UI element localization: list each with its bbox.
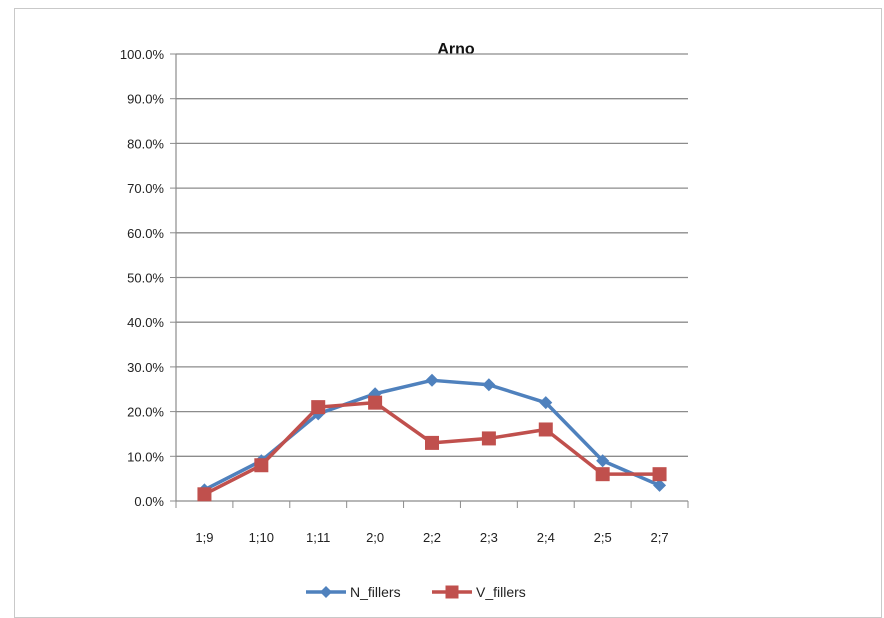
legend-item-V_fillers: V_fillers bbox=[432, 584, 526, 600]
y-tick-label: 40.0% bbox=[127, 315, 164, 330]
chart-title: Arno bbox=[437, 41, 475, 58]
series-line bbox=[203, 378, 661, 492]
y-tick-label: 10.0% bbox=[127, 449, 164, 464]
diamond-marker bbox=[539, 396, 553, 410]
y-tick-label: 20.0% bbox=[127, 405, 164, 420]
diamond-marker bbox=[320, 586, 332, 598]
x-tick-label: 2;0 bbox=[366, 530, 384, 545]
x-tick-label: 2;2 bbox=[423, 530, 441, 545]
diamond-marker bbox=[425, 373, 439, 387]
x-tick-label: 2;3 bbox=[480, 530, 498, 545]
x-tick-label: 2;4 bbox=[537, 530, 555, 545]
chart-area: Arno 0.0% 10.0% 20.0% 30.0% 40.0% 50.0% 60.0% 7… bbox=[120, 41, 689, 600]
y-tick-label: 100.0% bbox=[120, 47, 165, 62]
series-layer bbox=[197, 373, 667, 502]
x-tick-label: 2;5 bbox=[594, 530, 612, 545]
legend: N_fillers V_fillers bbox=[306, 584, 526, 600]
y-tick-label: 0.0% bbox=[134, 494, 164, 509]
diamond-marker bbox=[596, 454, 610, 468]
square-marker bbox=[368, 395, 383, 410]
square-marker bbox=[445, 585, 459, 599]
diamond-marker bbox=[482, 378, 496, 392]
square-marker bbox=[197, 487, 212, 502]
square-marker bbox=[311, 400, 326, 415]
y-tick-label: 30.0% bbox=[127, 360, 164, 375]
x-tick-label: 1;9 bbox=[195, 530, 213, 545]
square-marker bbox=[481, 431, 496, 446]
x-tick-label: 1;11 bbox=[306, 530, 330, 545]
y-tick-label: 90.0% bbox=[127, 92, 164, 107]
diamond-marker bbox=[653, 478, 667, 492]
legend-item-N_fillers: N_fillers bbox=[306, 584, 401, 600]
square-marker bbox=[652, 467, 667, 482]
y-tick-label: 70.0% bbox=[127, 181, 164, 196]
legend-label: V_fillers bbox=[476, 584, 526, 600]
x-tick-label: 1;10 bbox=[249, 530, 274, 545]
square-marker bbox=[538, 422, 553, 437]
gridlines bbox=[176, 53, 688, 457]
axes: 0.0% 10.0% 20.0% 30.0% 40.0% 50.0% 60.0% 70.0% 8… bbox=[120, 47, 689, 545]
legend-label: N_fillers bbox=[350, 584, 401, 600]
square-marker bbox=[595, 467, 610, 482]
square-marker bbox=[254, 458, 269, 473]
series-V_fillers bbox=[197, 395, 667, 502]
y-tick-label: 80.0% bbox=[127, 136, 164, 151]
y-tick-label: 60.0% bbox=[127, 226, 164, 241]
chart-frame bbox=[14, 8, 882, 618]
x-tick-label: 2;7 bbox=[651, 530, 669, 545]
y-tick-label: 50.0% bbox=[127, 271, 164, 286]
square-marker bbox=[425, 435, 439, 450]
